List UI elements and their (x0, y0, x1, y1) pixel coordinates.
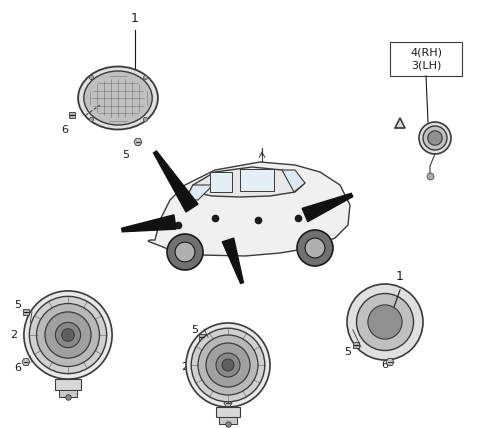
Ellipse shape (84, 71, 152, 125)
Polygon shape (22, 359, 30, 366)
Polygon shape (154, 151, 198, 212)
Bar (219, 417, 237, 424)
Circle shape (347, 284, 423, 360)
Polygon shape (222, 238, 243, 283)
Circle shape (62, 329, 74, 341)
Circle shape (55, 322, 81, 348)
Text: 5: 5 (192, 325, 199, 335)
Bar (55, 379, 81, 389)
Polygon shape (122, 215, 176, 232)
Polygon shape (224, 399, 232, 407)
Text: 6: 6 (14, 363, 22, 373)
Polygon shape (240, 169, 274, 191)
Text: 1: 1 (396, 270, 404, 283)
Polygon shape (185, 167, 305, 200)
Text: 2: 2 (181, 362, 189, 372)
Polygon shape (386, 359, 394, 366)
Circle shape (297, 230, 333, 266)
Polygon shape (185, 185, 213, 200)
Circle shape (206, 343, 250, 387)
Text: 6: 6 (218, 403, 226, 413)
Circle shape (305, 238, 325, 258)
Circle shape (191, 328, 265, 402)
Circle shape (368, 305, 402, 339)
Circle shape (428, 131, 442, 145)
Text: 4(RH)
3(LH): 4(RH) 3(LH) (410, 48, 442, 71)
Circle shape (167, 234, 203, 270)
Circle shape (29, 296, 107, 374)
Text: 6: 6 (382, 360, 388, 370)
Circle shape (24, 291, 112, 379)
Circle shape (45, 312, 91, 358)
Circle shape (423, 126, 447, 150)
Circle shape (357, 294, 413, 351)
Ellipse shape (78, 66, 158, 130)
Text: 6: 6 (61, 125, 69, 135)
Text: 2: 2 (11, 330, 18, 340)
Text: 5: 5 (345, 347, 351, 357)
Circle shape (175, 242, 195, 262)
Circle shape (198, 335, 258, 395)
Polygon shape (134, 139, 142, 146)
Bar (59, 389, 77, 397)
Polygon shape (282, 170, 305, 192)
Text: 5: 5 (122, 150, 130, 160)
Text: 5: 5 (14, 300, 22, 310)
Polygon shape (395, 118, 405, 128)
Bar (216, 407, 240, 417)
Circle shape (222, 359, 234, 371)
Text: 1: 1 (131, 12, 139, 24)
Polygon shape (148, 162, 350, 256)
Circle shape (36, 303, 99, 366)
Circle shape (186, 323, 270, 407)
Circle shape (419, 122, 451, 154)
Polygon shape (210, 172, 232, 192)
Circle shape (216, 353, 240, 377)
Bar (390, 42, 462, 76)
Polygon shape (302, 193, 353, 222)
